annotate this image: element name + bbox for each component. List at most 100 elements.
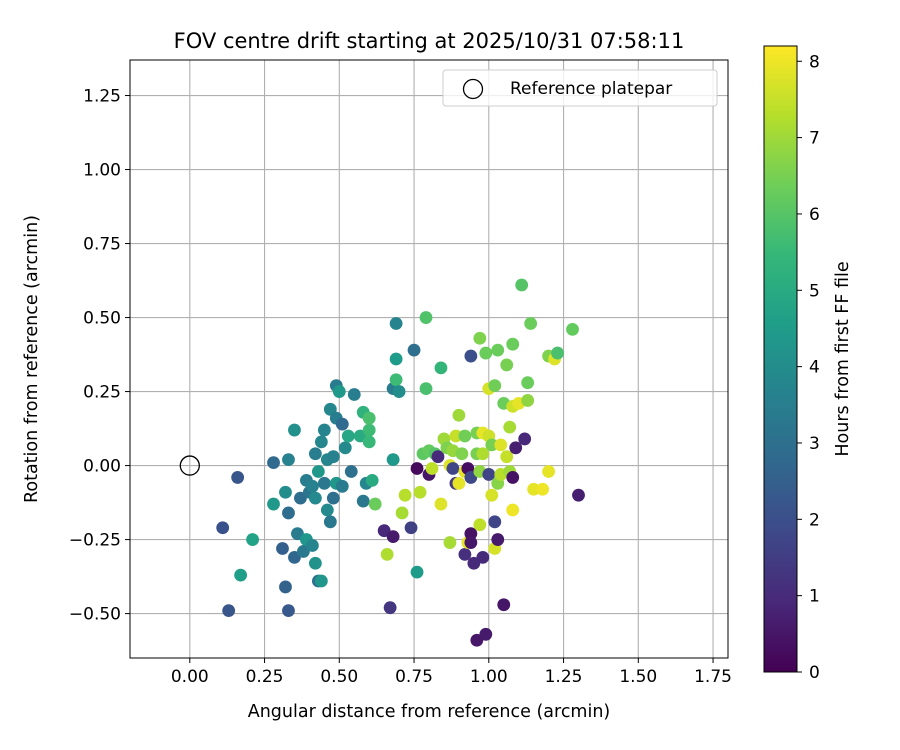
data-point xyxy=(449,429,463,443)
data-point xyxy=(497,598,511,612)
legend-marker xyxy=(462,78,484,100)
data-point xyxy=(267,456,280,470)
data-points xyxy=(216,278,585,647)
data-point xyxy=(234,568,248,582)
data-point xyxy=(455,447,469,461)
colorbar-tick-label: 2 xyxy=(809,510,820,530)
data-point xyxy=(386,530,400,544)
data-point xyxy=(404,521,418,535)
data-point xyxy=(425,462,439,475)
colorbar-tick-label: 4 xyxy=(809,358,820,378)
data-point xyxy=(491,533,505,546)
data-point xyxy=(464,536,478,549)
data-point xyxy=(410,565,424,579)
data-point xyxy=(452,408,466,422)
data-point xyxy=(332,385,346,398)
data-point xyxy=(476,447,490,461)
data-point xyxy=(311,465,325,478)
y-tick-label: 0.50 xyxy=(83,309,121,329)
colorbar-label: Hours from first FF file xyxy=(833,261,853,456)
legend-label: Reference platepar xyxy=(510,79,672,99)
data-point xyxy=(419,311,433,324)
reference-marker xyxy=(179,455,200,476)
data-point xyxy=(317,423,331,437)
data-point xyxy=(335,479,349,493)
data-point xyxy=(413,485,427,499)
data-point xyxy=(383,601,397,615)
data-point xyxy=(521,376,535,390)
data-point xyxy=(476,550,490,564)
data-point xyxy=(551,346,564,360)
data-point xyxy=(419,382,433,396)
data-point xyxy=(362,435,376,449)
data-point xyxy=(518,432,532,446)
data-point xyxy=(506,471,520,484)
colorbar-ticks: 0 1 2 3 4 5 6 7 8 xyxy=(797,52,820,683)
colorbar-tick-label: 0 xyxy=(809,663,820,683)
data-point xyxy=(386,453,400,467)
data-point xyxy=(320,503,334,517)
data-point xyxy=(479,627,493,641)
data-point xyxy=(527,482,541,496)
data-point xyxy=(356,494,370,508)
data-point xyxy=(515,278,529,292)
data-point xyxy=(314,574,328,588)
data-point xyxy=(506,503,520,517)
data-point xyxy=(395,506,409,520)
y-tick-label: 1.00 xyxy=(83,161,121,181)
data-point xyxy=(392,385,406,398)
legend: Reference platepar xyxy=(442,69,718,107)
chart-title: FOV centre drift starting at 2025/10/31 … xyxy=(174,29,685,53)
data-point xyxy=(317,476,331,490)
colorbar-frame xyxy=(763,45,798,673)
colorbar xyxy=(764,46,797,672)
data-point xyxy=(335,417,349,431)
data-point xyxy=(305,479,319,493)
data-point xyxy=(279,580,292,594)
data-point xyxy=(479,346,493,360)
data-point xyxy=(446,462,460,475)
data-point xyxy=(443,536,457,549)
data-point xyxy=(500,358,514,372)
data-point xyxy=(473,331,487,345)
data-point xyxy=(344,465,358,478)
data-point xyxy=(536,482,550,496)
legend-box xyxy=(442,69,718,107)
data-point xyxy=(326,450,340,464)
x-tick-label: 1.75 xyxy=(694,667,732,687)
data-point xyxy=(506,337,520,351)
data-point xyxy=(341,429,355,443)
data-point xyxy=(572,488,585,502)
data-point xyxy=(494,438,508,452)
data-point xyxy=(410,462,424,475)
data-point xyxy=(464,349,478,363)
colorbar-tick-label: 3 xyxy=(809,434,820,454)
y-tick-label: 0.00 xyxy=(83,457,121,477)
data-point xyxy=(362,411,376,425)
y-tick-label: 0.75 xyxy=(83,235,121,255)
data-point xyxy=(509,441,523,455)
reference-point xyxy=(179,455,200,476)
data-point xyxy=(485,438,499,452)
data-point xyxy=(488,515,502,529)
y-tick-label: 1.25 xyxy=(83,87,121,107)
data-point xyxy=(566,322,579,336)
data-point xyxy=(282,506,295,520)
data-point xyxy=(452,476,466,490)
x-axis-label: Angular distance from reference (arcmin) xyxy=(248,702,611,722)
colorbar-tick-label: 7 xyxy=(809,129,820,149)
data-point xyxy=(434,361,448,375)
colorbar-tick-label: 5 xyxy=(809,281,820,301)
data-point xyxy=(282,604,295,618)
x-tick-label: 1.50 xyxy=(619,667,657,687)
data-point xyxy=(503,420,517,434)
x-axis-ticks: 0.00 0.25 0.50 0.75 1.00 1.25 1.50 1.75 xyxy=(171,658,732,687)
data-point xyxy=(491,343,505,357)
data-point xyxy=(231,471,245,484)
data-point xyxy=(267,497,280,511)
data-point xyxy=(326,491,340,505)
data-point xyxy=(380,547,394,561)
data-point xyxy=(338,441,352,455)
data-point xyxy=(521,394,535,407)
